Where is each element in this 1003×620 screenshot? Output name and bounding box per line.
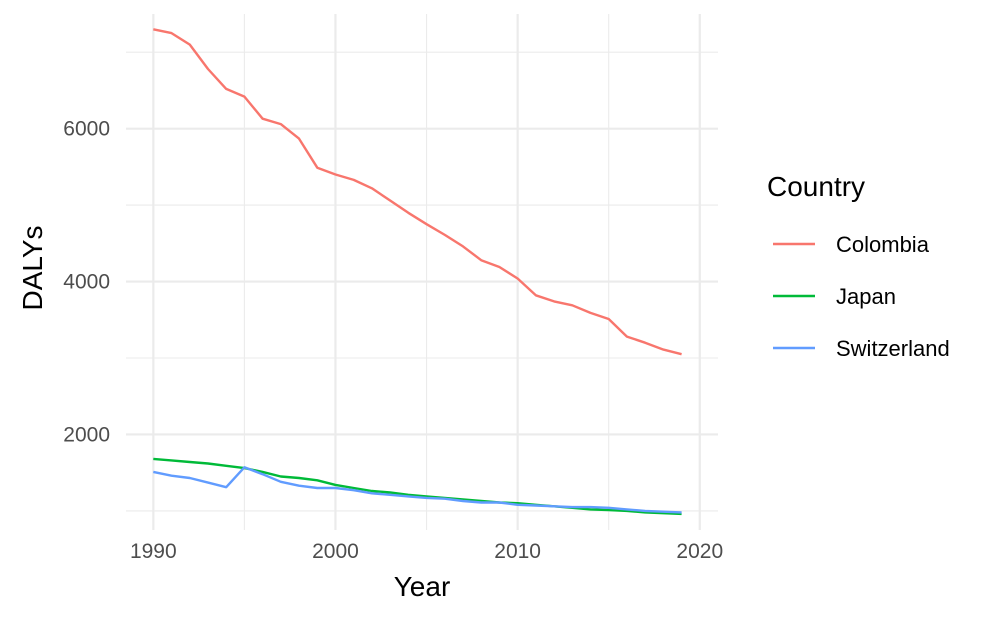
legend-title: Country xyxy=(767,171,865,202)
minor-gridlines xyxy=(126,14,718,530)
x-axis-tick-labels: 1990 2000 2010 2020 xyxy=(130,540,723,563)
y-tick-label: 4000 xyxy=(63,271,110,294)
series-line-switzerland xyxy=(153,466,682,514)
x-tick-label: 2000 xyxy=(312,540,359,563)
y-tick-label: 2000 xyxy=(63,423,110,446)
y-axis-tick-labels: 2000 4000 6000 xyxy=(63,118,110,447)
major-gridlines xyxy=(126,14,718,530)
y-axis-title: DALYs xyxy=(17,225,48,310)
x-tick-label: 1990 xyxy=(130,540,177,563)
x-axis-title: Year xyxy=(394,571,451,602)
legend: Country Colombia Japan Switzerland xyxy=(767,171,950,361)
series-line-japan xyxy=(153,457,682,516)
x-tick-label: 2010 xyxy=(494,540,541,563)
series-line-colombia xyxy=(153,28,682,356)
x-tick-label: 2020 xyxy=(676,540,723,563)
legend-label-switzerland: Switzerland xyxy=(836,336,950,361)
legend-label-colombia: Colombia xyxy=(836,232,930,257)
series-lines xyxy=(153,28,682,516)
y-tick-label: 6000 xyxy=(63,118,110,141)
legend-label-japan: Japan xyxy=(836,284,896,309)
